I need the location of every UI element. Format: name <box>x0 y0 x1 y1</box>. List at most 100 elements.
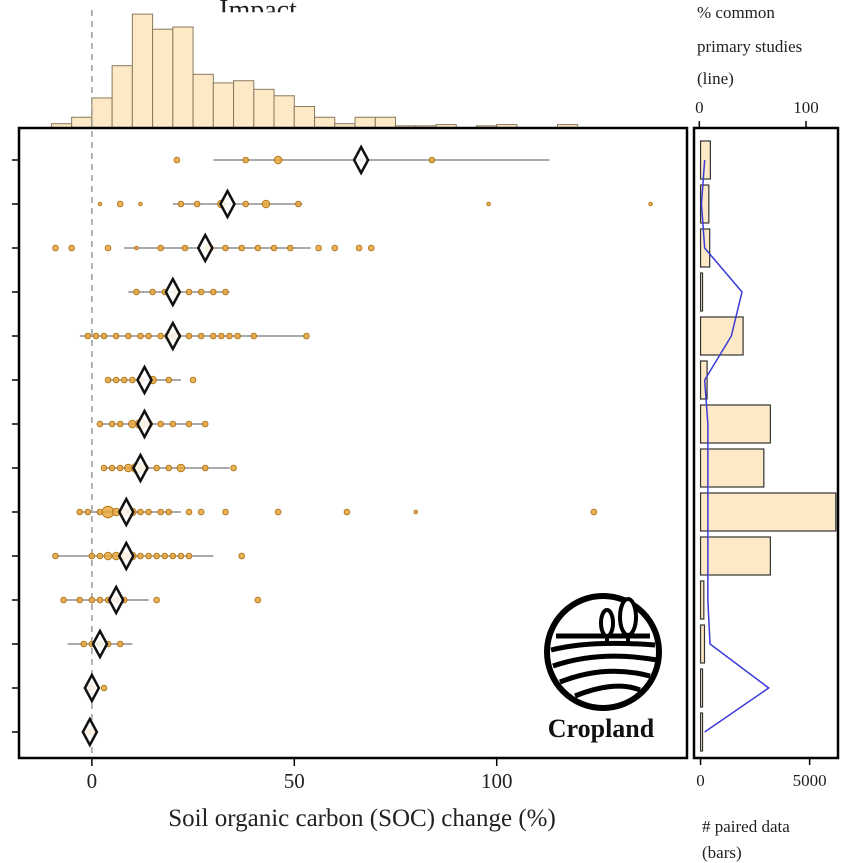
row-2-point-11 <box>286 244 294 252</box>
row-2-point-10 <box>270 244 278 252</box>
paired-data-bar-8 <box>699 492 837 532</box>
histogram-bar-11 <box>273 95 295 129</box>
row-5-point-6 <box>165 376 173 384</box>
histogram-bar-12 <box>293 106 316 129</box>
row-4-point-11 <box>197 332 205 340</box>
row-5-point-2 <box>120 376 128 384</box>
histogram-bar-3 <box>111 65 133 129</box>
row-13-mean-diamond <box>81 716 99 748</box>
row-10-mean-diamond <box>107 584 125 616</box>
row-5-point-3 <box>129 376 136 384</box>
row-6-point-7 <box>169 420 177 428</box>
row-9-point-14 <box>238 552 245 560</box>
row-9-point-10 <box>161 552 169 560</box>
row-4-point-5 <box>137 332 144 340</box>
row-10-point-2 <box>88 596 96 604</box>
row-1-point-10 <box>648 201 653 207</box>
row-4-point-1 <box>92 332 100 340</box>
histogram-bar-9 <box>233 80 255 129</box>
row-11-mean-diamond <box>91 628 109 660</box>
row-8-point-10 <box>165 508 173 516</box>
paired-data-bar-3 <box>699 272 704 312</box>
row-2-point-3 <box>134 245 139 251</box>
row-4-point-12 <box>210 332 217 340</box>
row-8-point-7 <box>137 508 144 516</box>
row-1-point-4 <box>193 200 201 208</box>
bars-axis-title-l2: (bars) <box>702 843 742 862</box>
row-7-mean-diamond <box>132 452 149 484</box>
row-11-point-0 <box>80 640 88 648</box>
row-4-point-17 <box>303 332 310 340</box>
histogram-bar-8 <box>212 82 235 129</box>
row-0-point-1 <box>242 156 250 164</box>
line-axis-title-l3: (line) <box>697 69 734 88</box>
row-2-point-7 <box>222 244 229 252</box>
line-axis-title-l2: primary studies <box>697 37 802 56</box>
histogram-bar-4 <box>131 13 154 129</box>
row-4-point-13 <box>218 332 225 340</box>
side-panel-frame <box>692 126 840 760</box>
row-9-point-11 <box>169 552 177 560</box>
row-1-point-8 <box>295 200 302 208</box>
row-4-point-10 <box>185 332 193 340</box>
row-8-point-9 <box>157 508 164 516</box>
cropland-icon <box>544 593 662 711</box>
row-8-point-12 <box>197 508 205 516</box>
row-7-point-10 <box>230 464 237 472</box>
row-5-point-0 <box>104 376 112 384</box>
row-0-point-0 <box>173 156 181 164</box>
paired-data-bar-1 <box>699 184 710 224</box>
row-4-point-0 <box>84 332 92 340</box>
row-6-point-2 <box>116 420 124 428</box>
row-3-point-6 <box>210 288 217 296</box>
row-7-point-3 <box>124 463 133 473</box>
row-6-mean-diamond <box>136 408 153 440</box>
row-2-point-13 <box>331 244 339 252</box>
paired-data-bar-5 <box>699 360 708 400</box>
row-2-point-15 <box>367 244 375 252</box>
row-2-point-8 <box>238 244 245 252</box>
histogram-bar-10 <box>253 88 275 129</box>
bars-axis-title: # paired data (bars) <box>702 817 794 862</box>
row-9-mean-diamond <box>117 540 135 572</box>
row-6-point-1 <box>108 420 116 428</box>
main-xtick-label-2: 100 <box>481 769 513 793</box>
main-xtick-label-1: 50 <box>284 769 305 793</box>
row-4-mean-diamond <box>164 320 182 352</box>
row-2-mean-diamond <box>196 232 214 264</box>
row-4-point-2 <box>100 332 108 340</box>
row-9-point-2 <box>96 552 104 560</box>
row-6-point-8 <box>185 420 193 428</box>
bars-axis-title-l1: # paired data <box>702 817 790 836</box>
histogram-bar-5 <box>152 28 174 129</box>
row-2-point-9 <box>254 244 262 252</box>
row-8-point-17 <box>590 508 598 516</box>
paired-data-bar-7 <box>699 448 765 488</box>
row-9-point-13 <box>185 552 193 560</box>
row-10-point-7 <box>153 596 160 604</box>
header-fragment-text: Impact <box>219 0 297 26</box>
histogram-bar-15 <box>354 116 376 129</box>
row-3-point-1 <box>149 288 156 296</box>
row-8-point-13 <box>222 508 229 516</box>
paired-data-bar-0 <box>699 140 711 180</box>
main-panel-frame <box>17 126 689 760</box>
row-5-point-7 <box>189 376 197 384</box>
row-9-point-3 <box>103 551 113 561</box>
paired-data-bar-12 <box>699 668 704 708</box>
bars-xtick-label-1: 5000 <box>793 771 827 790</box>
row-12-mean-diamond <box>83 672 101 704</box>
soc-distribution-histogram <box>50 13 579 129</box>
side-bar-line-panel <box>699 140 837 752</box>
row-8-point-14 <box>274 508 282 516</box>
row-0-mean-diamond <box>352 144 370 176</box>
row-7-point-2 <box>116 464 124 472</box>
row-7-point-6 <box>153 464 160 472</box>
row-9-point-1 <box>88 552 96 560</box>
row-4-point-3 <box>112 332 120 340</box>
row-1-point-3 <box>177 200 185 208</box>
row-2-point-12 <box>315 244 322 252</box>
bars-x-axis-ticks: 0 5000 <box>696 758 827 790</box>
row-6-point-9 <box>201 420 209 428</box>
paired-data-bar-4 <box>699 316 744 356</box>
